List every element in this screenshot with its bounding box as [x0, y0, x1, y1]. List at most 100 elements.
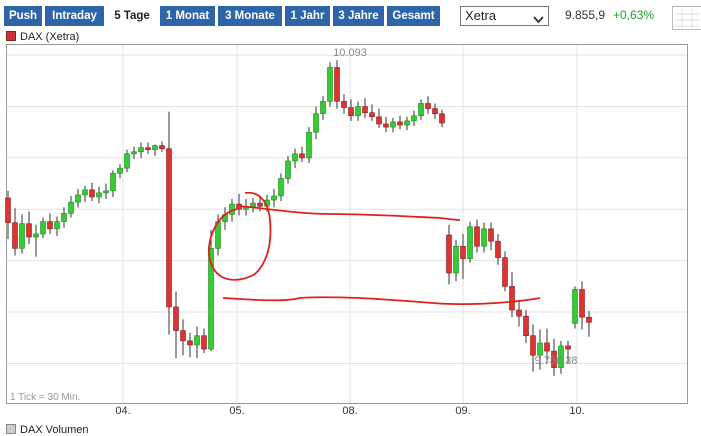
candle-body: [433, 109, 438, 114]
candle-body: [573, 289, 578, 323]
candle-body: [405, 121, 410, 125]
range-button-gesamt[interactable]: Gesamt: [387, 6, 440, 26]
range-button-5-tage[interactable]: 5 Tage: [107, 6, 157, 26]
candle-body: [426, 103, 431, 108]
range-button-push[interactable]: Push: [4, 6, 42, 26]
candle-body: [566, 346, 571, 349]
legend-label: DAX (Xetra): [20, 31, 79, 43]
candle-body: [328, 67, 333, 101]
candle-body: [468, 227, 473, 259]
x-tick-label: 09.: [455, 405, 470, 414]
candle-body: [370, 113, 375, 117]
range-button-3-monate[interactable]: 3 Monate: [218, 6, 282, 26]
candle-body: [76, 195, 81, 202]
candle-body: [132, 152, 137, 154]
candle-body: [384, 124, 389, 127]
candle-body: [188, 341, 193, 345]
candle-body: [195, 336, 200, 345]
price-change: +0,63%: [613, 8, 654, 22]
candle-body: [125, 154, 130, 168]
candle-body: [293, 154, 298, 161]
candle-body: [13, 223, 18, 249]
candle-body: [587, 317, 592, 322]
exchange-value: Xetra: [465, 8, 496, 23]
candle-body: [321, 101, 326, 113]
candle-body: [524, 316, 529, 336]
candle-body: [118, 168, 123, 173]
candle-body: [62, 213, 67, 221]
candle-body: [363, 107, 368, 113]
candle-body: [349, 108, 354, 116]
legend-swatch-icon: [6, 31, 16, 41]
chart-settings-icon[interactable]: [672, 6, 701, 30]
candle-body: [489, 229, 494, 241]
last-price: 9.855,9: [565, 8, 605, 22]
volume-swatch-icon: [6, 424, 16, 434]
candle-body: [69, 202, 74, 213]
candles: [6, 60, 592, 376]
candle-body: [503, 258, 508, 287]
range-button-1-jahr[interactable]: 1 Jahr: [285, 6, 330, 26]
chart-grid: [7, 45, 687, 403]
candle-body: [454, 246, 459, 273]
candle-body: [307, 132, 312, 158]
candle-body: [475, 227, 480, 247]
candle-body: [314, 114, 319, 132]
candle-body: [6, 198, 11, 223]
candle-body: [342, 101, 347, 107]
chart-legend: DAX (Xetra): [6, 31, 79, 43]
toolbar: Push Intraday 5 Tage 1 Monat 3 Monate 1 …: [0, 0, 701, 30]
candle-body: [139, 148, 144, 152]
max-price-label: 10.093: [333, 47, 367, 59]
candle-body: [20, 224, 25, 249]
candle-body: [538, 343, 543, 355]
candle-body: [398, 122, 403, 125]
min-price-label: 9.786,38: [535, 355, 578, 367]
volume-legend: DAX Volumen: [6, 424, 88, 436]
exchange-select[interactable]: Xetra: [460, 6, 549, 26]
candle-body: [517, 310, 522, 316]
candle-body: [391, 122, 396, 127]
candle-body: [335, 67, 340, 101]
range-button-3-jahre[interactable]: 3 Jahre: [333, 6, 384, 26]
candle-body: [83, 190, 88, 195]
candle-body: [356, 107, 361, 116]
candle-body: [580, 289, 585, 317]
chart-labels: 10.093 9.786,38 1 Tick = 30 Min. 04. 05.…: [10, 47, 585, 414]
candle-body: [167, 149, 172, 307]
x-tick-label: 10.: [569, 405, 584, 414]
range-button-1-monat[interactable]: 1 Monat: [160, 6, 215, 26]
tick-note: 1 Tick = 30 Min.: [10, 392, 80, 403]
candle-body: [440, 114, 445, 123]
candle-body: [104, 191, 109, 193]
candle-body: [419, 103, 424, 115]
candle-body: [545, 343, 550, 351]
candle-body: [97, 193, 102, 197]
candle-body: [146, 148, 151, 150]
candle-body: [461, 246, 466, 258]
candle-body: [412, 116, 417, 121]
dax-candlestick-chart: 10.093 9.786,38 1 Tick = 30 Min. 04. 05.…: [0, 44, 701, 414]
candle-body: [279, 178, 284, 195]
range-button-intraday[interactable]: Intraday: [45, 6, 104, 26]
x-tick-label: 08.: [342, 405, 357, 414]
candle-body: [41, 222, 46, 234]
candle-body: [482, 229, 487, 246]
candle-body: [55, 222, 60, 229]
candle-body: [300, 154, 305, 158]
candle-body: [510, 286, 515, 310]
candle-body: [377, 117, 382, 124]
candle-body: [160, 146, 165, 149]
candle-body: [153, 146, 158, 150]
x-tick-label: 04.: [115, 405, 130, 414]
candle-body: [531, 336, 536, 356]
candle-body: [111, 173, 116, 190]
x-tick-label: 05.: [229, 405, 244, 414]
candle-body: [27, 224, 32, 237]
candle-body: [447, 235, 452, 273]
candle-body: [48, 222, 53, 229]
candle-body: [202, 336, 207, 349]
candle-body: [34, 234, 39, 237]
candle-body: [90, 190, 95, 197]
plot-frame: [7, 45, 688, 404]
